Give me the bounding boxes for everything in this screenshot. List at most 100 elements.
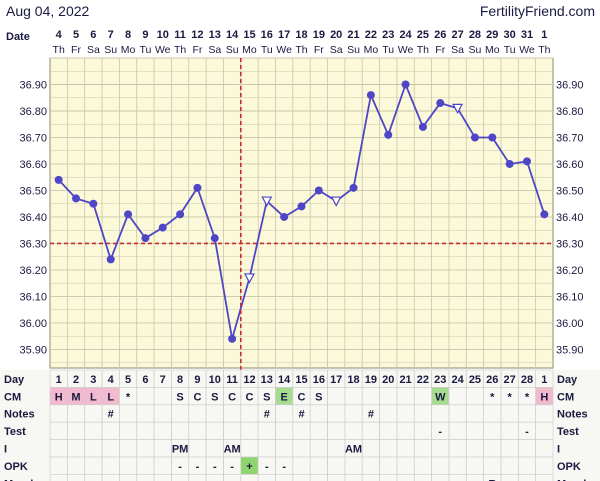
date-label: 5: [73, 29, 79, 41]
row-label-right: I: [557, 444, 560, 456]
y-tick-left: 36.80: [19, 106, 47, 118]
date-label: 4: [56, 29, 63, 41]
table-cell: [223, 474, 242, 481]
table-cell: [275, 474, 294, 481]
table-cell: [413, 474, 432, 481]
y-tick-left: 36.00: [19, 318, 47, 330]
row-label-left: Notes: [4, 409, 35, 421]
table-cell: [205, 474, 224, 481]
date-label: 17: [278, 29, 290, 41]
date-label: 7: [108, 29, 114, 41]
table-cell-value: W: [435, 391, 446, 403]
temperature-point: [89, 199, 98, 208]
weekday-label: Sa: [208, 44, 221, 56]
y-tick-right: 36.30: [556, 238, 584, 250]
weekday-label: Su: [104, 44, 117, 56]
cycle-day-label: 28: [521, 374, 533, 386]
table-cell: [257, 474, 276, 481]
weekday-label: Mo: [242, 44, 257, 56]
weekday-label: Mo: [364, 44, 379, 56]
weekday-label: Th: [417, 44, 429, 56]
table-cell-value: L: [90, 391, 97, 403]
weekday-label: Th: [538, 44, 550, 56]
table-cell-value: #: [108, 409, 114, 421]
weekday-label: Sa: [330, 44, 343, 56]
table-cell: [188, 474, 207, 481]
weekday-label: Su: [347, 44, 360, 56]
y-tick-right: 36.10: [556, 291, 584, 303]
y-tick-right: 36.50: [556, 185, 584, 197]
row-label-left: OPK: [4, 461, 28, 473]
row-label-right: Notes: [557, 409, 588, 421]
weekday-label: Mo: [121, 44, 136, 56]
table-cell: [66, 474, 86, 481]
table-row-background: [0, 457, 600, 475]
row-label-left: CM: [4, 391, 21, 403]
table-cell-value: H: [55, 391, 63, 403]
date-label: 18: [295, 29, 307, 41]
date-label: 29: [486, 29, 498, 41]
date-label: 13: [209, 29, 221, 41]
table-row-background: [0, 404, 600, 423]
temperature-point: [401, 80, 410, 89]
temperature-point: [158, 223, 167, 232]
y-tick-left: 36.30: [19, 238, 47, 250]
weekday-label: We: [519, 44, 535, 56]
temperature-point: [436, 99, 445, 108]
weekday-label: Tu: [504, 44, 516, 56]
table-cell: [292, 474, 311, 481]
y-tick-right: 36.60: [556, 159, 584, 171]
table-cell-value: -: [213, 461, 217, 473]
temperature-point: [141, 234, 150, 243]
weekday-label: We: [398, 44, 414, 56]
table-cell: [361, 474, 380, 481]
temperature-point: [349, 183, 358, 192]
date-label: 23: [382, 29, 394, 41]
temperature-point: [193, 183, 202, 192]
cycle-day-label: 25: [469, 374, 481, 386]
temperature-point-open: [452, 103, 464, 115]
date-label: 14: [226, 29, 239, 41]
y-tick-left: 36.40: [19, 212, 47, 224]
cycle-day-label: 5: [125, 374, 131, 386]
cycle-day-label: 11: [226, 374, 238, 386]
cycle-day-label: 27: [504, 374, 516, 386]
table-cell: [240, 474, 259, 481]
temperature-point: [522, 157, 531, 166]
cycle-day-label: 17: [330, 374, 342, 386]
cycle-day-label: 4: [108, 374, 115, 386]
temperature-point: [470, 133, 479, 142]
cycle-day-label: 19: [365, 374, 377, 386]
table-cell: [535, 474, 554, 481]
table-cell-value: L: [107, 391, 114, 403]
row-label-right: Test: [557, 426, 579, 438]
table-cell: [327, 474, 346, 481]
table-cell: [431, 474, 450, 481]
weekday-label: Su: [226, 44, 239, 56]
y-tick-left: 36.70: [19, 132, 47, 144]
temperature-point: [366, 91, 375, 100]
weekday-label: Fr: [192, 44, 202, 56]
date-label: 27: [451, 29, 463, 41]
temperature-point-open: [330, 196, 342, 207]
date-label: 9: [142, 29, 148, 41]
table-cell: [483, 474, 502, 481]
weekday-label: Fr: [71, 44, 81, 56]
temperature-point: [228, 334, 237, 343]
table-cell-value: -: [525, 426, 529, 438]
date-label: 16: [261, 29, 273, 41]
weekday-label: Tu: [261, 44, 273, 56]
weekday-label: Th: [174, 44, 186, 56]
y-tick-right: 36.00: [556, 318, 584, 330]
y-tick-right: 36.70: [556, 132, 584, 144]
table-row-background: [0, 474, 600, 481]
table-row-background: [0, 370, 600, 388]
temperature-point: [280, 212, 289, 221]
row-label-right: OPK: [557, 461, 581, 473]
temperature-point: [505, 159, 514, 168]
table-cell-value: -: [282, 461, 286, 473]
cycle-day-label: 15: [295, 374, 307, 386]
table-cell-value: S: [211, 391, 218, 403]
temperature-point: [176, 210, 185, 219]
row-label-left: Day: [4, 374, 25, 386]
